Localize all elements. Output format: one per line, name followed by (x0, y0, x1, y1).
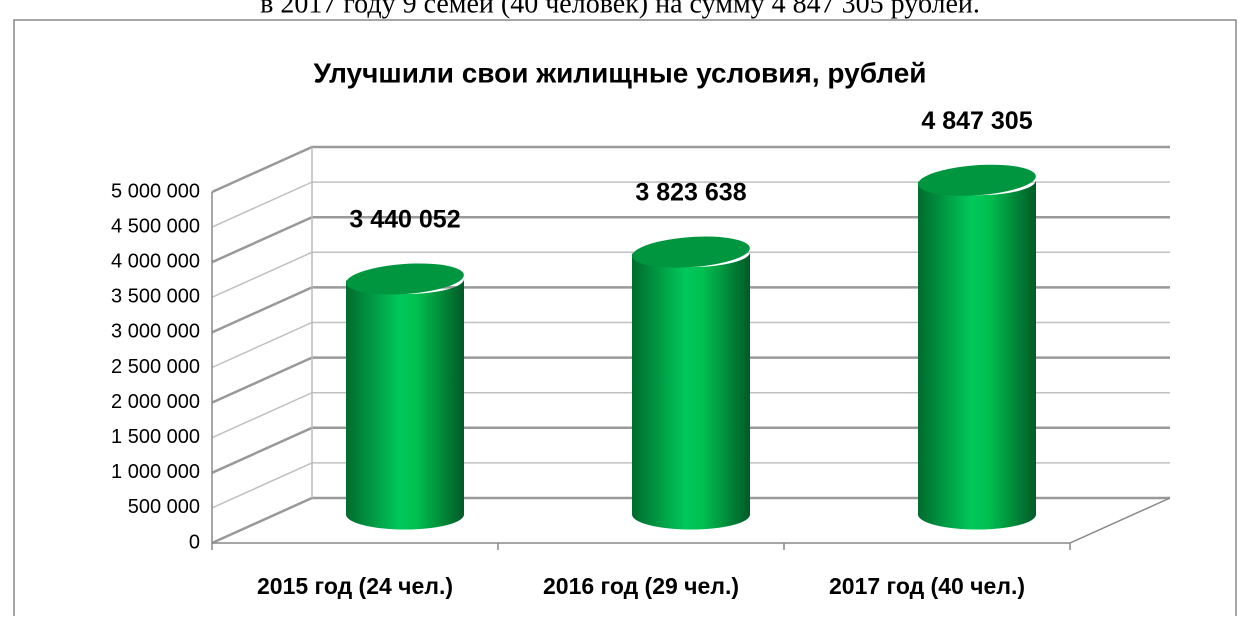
y-tick-label: 2 500 000 (111, 356, 200, 378)
y-tick-label: 4 500 000 (111, 215, 200, 237)
bar-top (346, 263, 464, 295)
chart-title: Улучшили свои жилищные условия, рублей (313, 57, 926, 88)
y-tick-label: 500 000 (128, 496, 200, 518)
chart-border (13, 19, 1237, 621)
x-tick-label: 2016 год (29 чел.) (543, 573, 739, 599)
bar (918, 180, 1036, 530)
y-tick-label: 4 000 000 (111, 250, 200, 272)
y-tick-label: 2 000 000 (111, 391, 200, 413)
bar (346, 279, 464, 530)
bar-top (918, 164, 1036, 196)
value-label: 4 847 305 (921, 107, 1032, 135)
y-tick-label: 3 500 000 (111, 286, 200, 308)
x-tick-label: 2017 год (40 чел.) (829, 573, 1025, 599)
bar-top (632, 236, 750, 268)
x-tick-label: 2015 год (24 чел.) (257, 573, 453, 599)
y-tick-label: 5 000 000 (111, 180, 200, 202)
caption: в 2017 году 9 семей (40 человек) на сумм… (260, 0, 980, 19)
value-label: 3 440 052 (349, 206, 460, 234)
y-tick-label: 1 000 000 (111, 461, 200, 483)
bar (632, 252, 750, 530)
value-label: 3 823 638 (635, 179, 746, 207)
y-tick-label: 0 (189, 531, 200, 553)
y-tick-label: 3 000 000 (111, 321, 200, 343)
y-tick-label: 1 500 000 (111, 426, 200, 448)
